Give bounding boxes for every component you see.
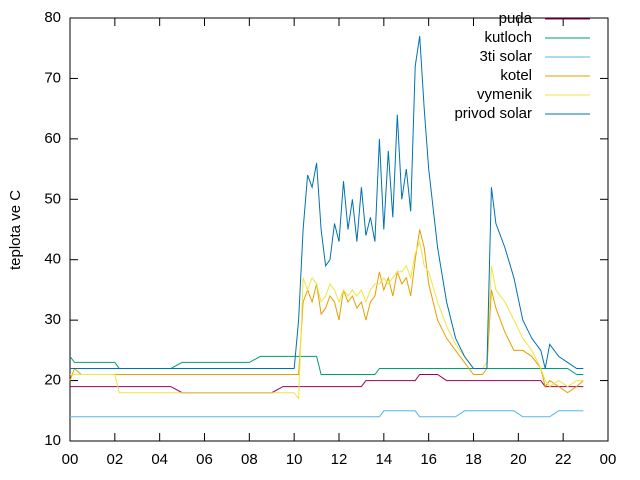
x-tick-label: 10 [286,451,303,468]
x-tick-label: 06 [196,451,213,468]
y-tick-label: 40 [44,251,61,268]
series-line [70,410,584,418]
legend-label: 3ti solar [479,48,532,65]
x-tick-label: 14 [375,451,392,468]
y-tick-label: 20 [44,372,61,389]
x-tick-label: 20 [510,451,527,468]
x-tick-label: 00 [600,451,617,468]
series-line [70,374,584,394]
legend-label: puda [499,10,533,27]
legend-label: vymenik [477,86,533,103]
legend-label: privod solar [454,105,532,122]
x-tick-label: 12 [331,451,348,468]
x-tick-label: 22 [555,451,572,468]
y-tick-label: 30 [44,311,61,328]
series-line [69,355,584,375]
series-line [70,36,584,369]
series-line [69,229,584,394]
y-tick-label: 60 [44,130,61,147]
legend-label: kutloch [484,29,532,46]
x-tick-label: 04 [151,451,168,468]
y-tick-label: 80 [44,9,61,26]
x-tick-label: 16 [420,451,437,468]
y-tick-label: 70 [44,69,61,86]
series-line [70,239,584,401]
x-tick-label: 00 [62,451,79,468]
x-tick-label: 08 [241,451,258,468]
y-axis-label: teplota ve C [7,190,24,270]
y-tick-label: 10 [44,432,61,449]
legend-label: kotel [500,67,532,84]
x-tick-label: 02 [106,451,123,468]
y-tick-label: 50 [44,190,61,207]
x-tick-label: 18 [465,451,482,468]
